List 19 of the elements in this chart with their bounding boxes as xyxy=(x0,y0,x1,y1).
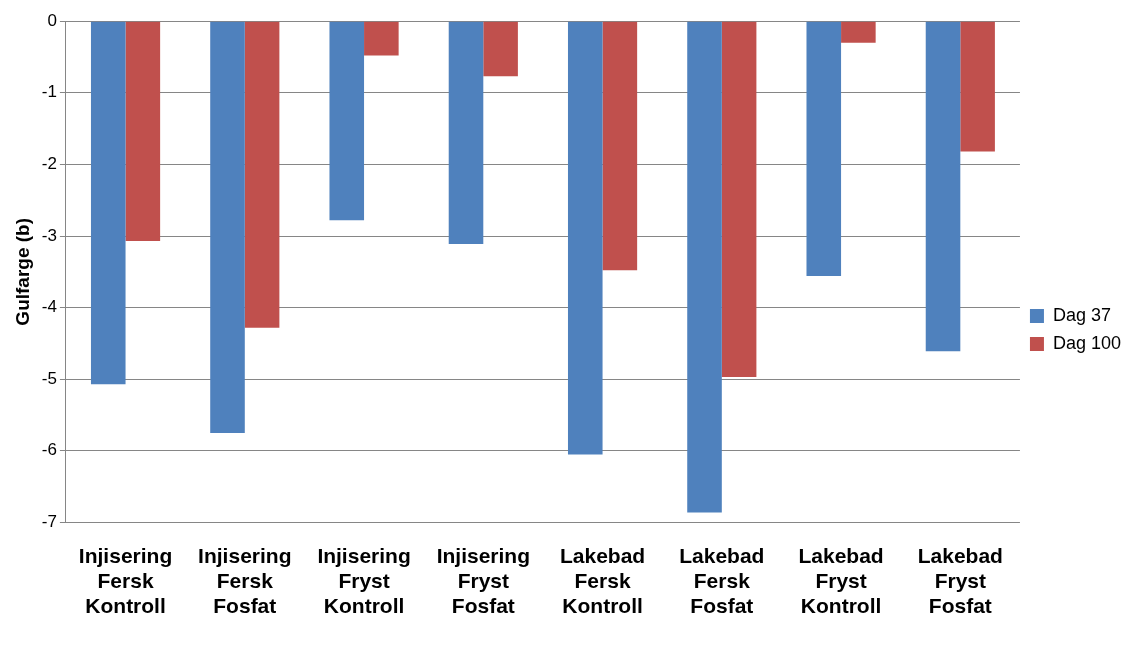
legend-label: Dag 37 xyxy=(1052,304,1111,325)
x-tick-label: Lakebad Fersk Fosfat xyxy=(679,543,765,618)
x-tick-label: Lakebad Fryst Kontroll xyxy=(798,543,884,618)
y-tick-label: -7 xyxy=(41,512,57,532)
y-tick-label: -6 xyxy=(41,440,57,460)
y-tick-label: 0 xyxy=(47,10,57,30)
x-tick-label: Injisering Fryst Fosfat xyxy=(436,543,530,618)
y-tick-label: -4 xyxy=(41,297,57,317)
x-tick-label: Lakebad Fersk Kontroll xyxy=(559,543,646,618)
y-tick-label: -5 xyxy=(41,368,57,388)
x-tick-label: Lakebad Fryst Fosfat xyxy=(917,543,1003,618)
x-tick-label: Injisering Fersk Kontroll xyxy=(78,543,173,618)
y-tick-label: -3 xyxy=(41,225,57,245)
x-tick-label: Injisering Fersk Fosfat xyxy=(198,543,292,618)
legend-label: Dag 100 xyxy=(1052,332,1122,353)
y-axis-title: Gulfarge (b) xyxy=(11,217,33,326)
y-tick-label: -2 xyxy=(41,154,57,174)
y-tick-label: -1 xyxy=(41,82,57,102)
x-tick-label: Injisering Fryst Kontroll xyxy=(317,543,411,618)
